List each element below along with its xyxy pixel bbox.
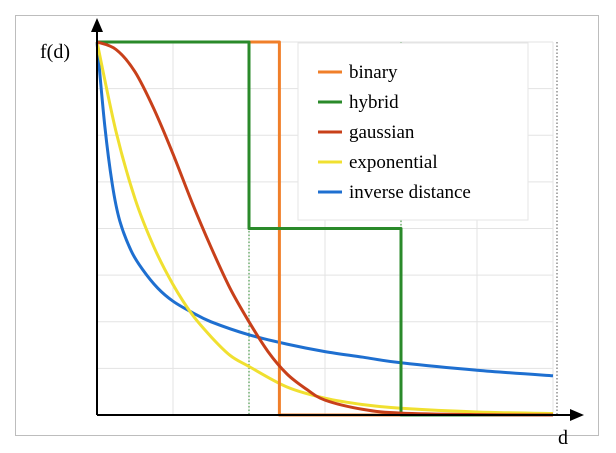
series-line-exponential — [95, 41, 554, 415]
y-axis-label: f(d) — [40, 41, 70, 63]
legend-label-inverse-distance: inverse distance — [349, 182, 471, 203]
x-axis-arrow — [570, 409, 584, 421]
legend-label-gaussian: gaussian — [349, 122, 415, 143]
legend-label-hybrid: hybrid — [349, 92, 399, 113]
series-line-gaussian — [96, 40, 554, 417]
axes — [91, 18, 584, 421]
legend-label-binary: binary — [349, 62, 398, 83]
legend-label-exponential: exponential — [349, 152, 438, 173]
legend: binary hybrid gaussian exponential inverse d… — [297, 42, 529, 221]
x-axis-label: d — [558, 427, 568, 449]
y-axis-arrow — [91, 18, 103, 32]
